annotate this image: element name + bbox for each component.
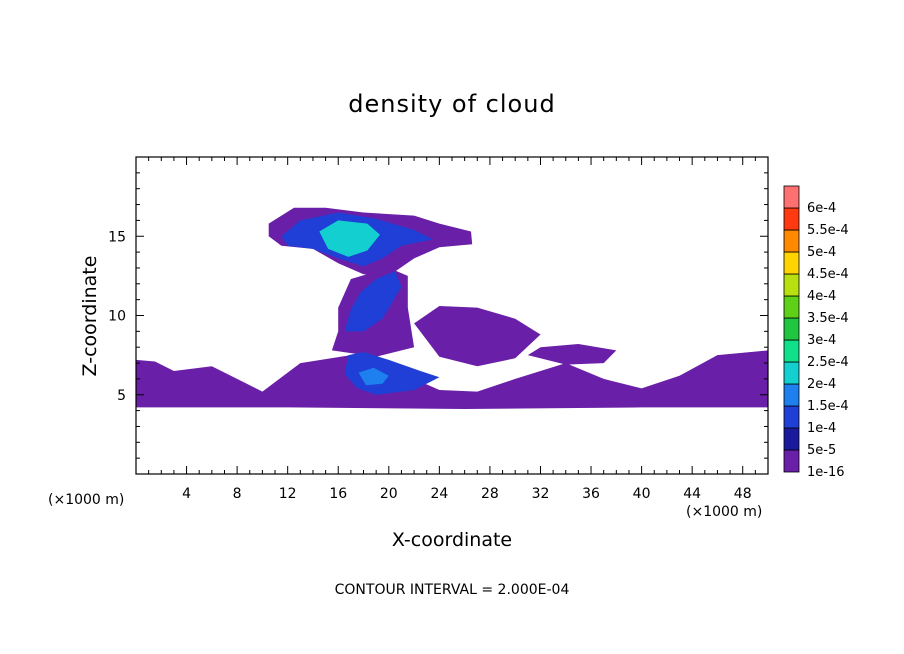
x-unit-right: (×1000 m) <box>686 504 762 520</box>
x-tick-label: 20 <box>380 486 398 502</box>
colorbar-swatch <box>783 295 800 319</box>
y-tick-label: 10 <box>108 309 126 325</box>
x-tick-label: 12 <box>279 486 297 502</box>
colorbar-swatch <box>783 273 800 297</box>
colorbar-label: 1.5e-4 <box>807 399 849 414</box>
x-tick-label: 8 <box>233 486 242 502</box>
colorbar-swatch <box>783 361 800 385</box>
cloud-density-regions <box>136 207 768 409</box>
colorbar-label: 5.5e-4 <box>807 223 849 238</box>
colorbar-swatch <box>783 339 800 363</box>
colorbar-label: 6e-4 <box>807 201 836 216</box>
colorbar-swatch <box>783 317 800 341</box>
density-region-2 <box>527 344 617 365</box>
x-tick-label: 48 <box>734 486 752 502</box>
x-axis-label: X-coordinate <box>392 529 512 551</box>
colorbar-label: 1e-4 <box>807 421 836 436</box>
colorbar-swatch <box>783 449 800 473</box>
colorbar-label: 1e-16 <box>807 465 845 480</box>
colorbar-swatch <box>783 405 800 429</box>
y-tick-label: 15 <box>108 229 126 245</box>
colorbar-swatch <box>783 427 800 451</box>
colorbar: 1e-16 5e-5 1e-4 1.5e-4 2e-4 2.5e-4 3e-4 3.5e-4 4… <box>783 185 849 480</box>
contour-interval-note: CONTOUR INTERVAL = 2.000E-04 <box>335 582 570 598</box>
colorbar-label: 4e-4 <box>807 289 836 304</box>
x-tick-label: 24 <box>430 486 448 502</box>
y-axis-label: Z-coordinate <box>79 256 101 377</box>
x-tick-label: 16 <box>329 486 347 502</box>
x-unit-left: (×1000 m) <box>48 492 124 508</box>
colorbar-swatch <box>783 383 800 407</box>
x-tick-label: 44 <box>683 486 701 502</box>
x-tick-label: 32 <box>532 486 550 502</box>
x-tick-label: 40 <box>633 486 651 502</box>
density-region-9 <box>358 367 389 386</box>
colorbar-label: 2e-4 <box>807 377 836 392</box>
density-region-6 <box>344 271 402 332</box>
colorbar-label: 3.5e-4 <box>807 311 849 326</box>
colorbar-label: 5e-5 <box>807 443 836 458</box>
colorbar-label: 4.5e-4 <box>807 267 849 282</box>
colorbar-swatch <box>783 229 800 253</box>
density-region-1 <box>414 306 541 367</box>
colorbar-swatch <box>783 185 800 209</box>
colorbar-swatch <box>783 251 800 275</box>
x-tick-label: 4 <box>182 486 191 502</box>
chart-title: density of cloud <box>348 90 555 118</box>
colorbar-swatch <box>783 207 800 231</box>
colorbar-label: 2.5e-4 <box>807 355 849 370</box>
colorbar-label: 5e-4 <box>807 245 836 260</box>
x-tick-label: 36 <box>582 486 600 502</box>
colorbar-label: 3e-4 <box>807 333 836 348</box>
y-tick-label: 5 <box>117 388 126 404</box>
density-region-8 <box>319 220 380 257</box>
density-region-0 <box>136 350 768 409</box>
x-tick-label: 28 <box>481 486 499 502</box>
